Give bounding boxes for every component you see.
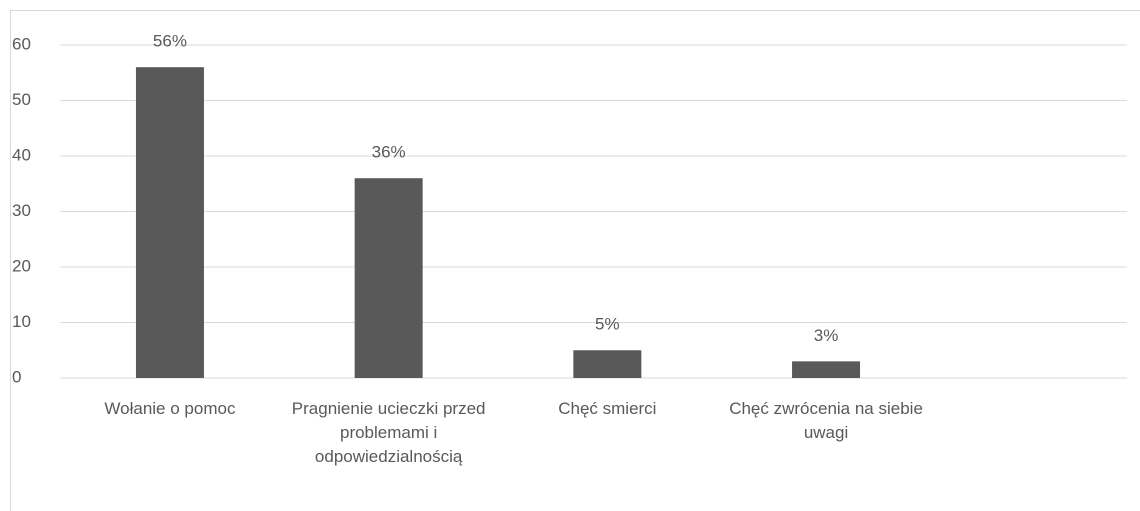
x-tick-label: Wołanie o pomoc xyxy=(104,399,236,418)
data-label: 3% xyxy=(814,326,839,345)
bar xyxy=(573,350,642,378)
data-label: 56% xyxy=(153,32,187,51)
x-tick-label: Pragnienie ucieczki przed problemami i o… xyxy=(291,399,486,466)
bar xyxy=(135,67,204,378)
y-tick-label: 50 xyxy=(12,90,31,109)
bar xyxy=(792,361,861,378)
x-tick-label: Chęć smierci xyxy=(558,399,657,418)
chart-frame xyxy=(10,10,1140,511)
data-label: 5% xyxy=(595,315,620,334)
y-tick-label: 30 xyxy=(12,201,31,220)
y-tick-label: 10 xyxy=(12,312,31,331)
y-tick-label: 20 xyxy=(12,256,31,275)
y-tick-label: 40 xyxy=(12,145,31,164)
data-label: 36% xyxy=(372,143,406,162)
x-tick-label: Chęć zwrócenia na siebie uwagi xyxy=(729,399,923,442)
y-tick-label: 0 xyxy=(12,367,21,386)
y-tick-label: 60 xyxy=(12,34,31,53)
bar xyxy=(354,178,423,378)
